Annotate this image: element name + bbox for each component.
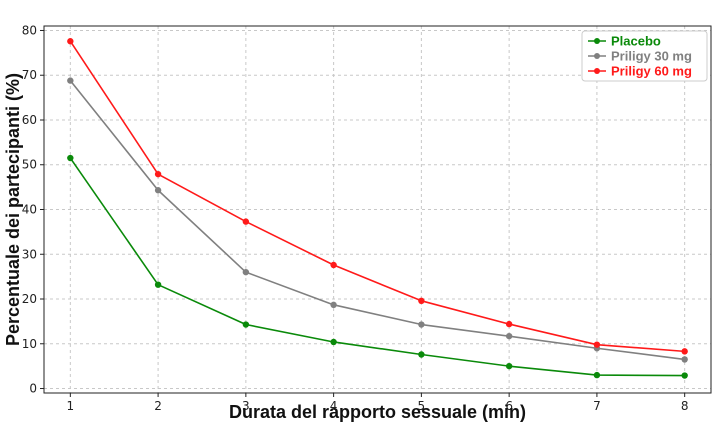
data-point <box>593 371 601 379</box>
x-axis-title: Durata del rapporto sessuale (min) <box>229 402 526 422</box>
data-point <box>330 261 337 269</box>
legend-label: Priligy 60 mg <box>611 64 692 79</box>
data-point <box>242 268 250 276</box>
data-point <box>67 154 74 162</box>
data-point <box>330 301 337 309</box>
x-tick-label: 3 <box>242 399 250 413</box>
x-tick-label: 6 <box>505 399 513 413</box>
y-tick-label: 60 <box>22 113 37 127</box>
y-tick-label: 0 <box>29 382 37 396</box>
data-point <box>242 218 250 225</box>
x-tick-label: 5 <box>418 399 426 413</box>
legend-label: Placebo <box>611 34 661 49</box>
data-point <box>681 372 688 379</box>
data-point <box>418 297 425 305</box>
y-tick-label: 70 <box>22 68 37 82</box>
x-tick-label: 2 <box>154 399 162 413</box>
legend-box <box>581 30 708 82</box>
data-point <box>67 77 74 84</box>
series-lines <box>67 38 688 379</box>
data-point <box>681 356 688 363</box>
legend-marker <box>594 68 600 74</box>
data-point <box>505 362 513 370</box>
data-point <box>154 187 162 194</box>
grid <box>44 26 711 393</box>
x-tick-label: 1 <box>67 399 75 413</box>
data-point <box>681 348 688 355</box>
x-tick-label: 4 <box>330 399 338 413</box>
legend-label: Priligy 30 mg <box>611 49 692 64</box>
y-tick-label: 80 <box>22 23 37 37</box>
data-point <box>505 320 513 328</box>
legend-marker <box>594 38 600 44</box>
data-point <box>593 341 601 348</box>
y-axis-title: Percentuale dei partecipanti (%) <box>3 73 23 346</box>
data-point <box>242 321 250 328</box>
y-tick-label: 40 <box>22 203 37 217</box>
data-point <box>67 38 74 45</box>
y-tick-label: 30 <box>22 247 37 261</box>
data-point <box>418 351 425 358</box>
series-line-1 <box>69 80 685 361</box>
legend-marker <box>594 53 600 59</box>
data-point <box>154 281 162 288</box>
data-point <box>330 338 337 346</box>
data-point <box>418 321 425 328</box>
x-tick-label: 8 <box>681 399 689 413</box>
series-line-0 <box>69 157 685 377</box>
y-tick-label: 20 <box>22 292 37 306</box>
series-line-2 <box>69 40 685 353</box>
y-tick-label: 10 <box>22 337 37 351</box>
data-point <box>505 332 513 340</box>
x-tick-label: 7 <box>593 399 601 413</box>
data-point <box>154 170 162 178</box>
y-tick-label: 50 <box>22 158 37 172</box>
